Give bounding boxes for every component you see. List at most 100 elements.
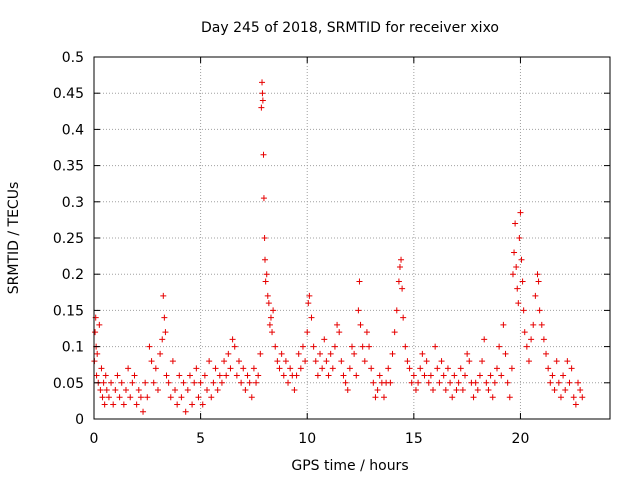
data-point <box>127 394 134 401</box>
data-point <box>349 343 355 350</box>
data-point <box>297 365 304 372</box>
data-point <box>404 358 411 365</box>
data-point <box>476 372 483 379</box>
data-point <box>540 336 547 343</box>
data-point <box>512 220 519 227</box>
data-point <box>453 387 460 394</box>
data-point <box>269 329 276 336</box>
data-point <box>513 263 520 270</box>
data-point <box>218 379 225 386</box>
data-point <box>103 387 110 394</box>
data-point <box>260 151 267 158</box>
data-point <box>120 401 127 408</box>
data-point <box>282 358 289 365</box>
data-point <box>97 387 104 394</box>
data-point <box>238 379 245 386</box>
data-point <box>356 278 363 285</box>
data-point <box>496 343 503 350</box>
data-point <box>197 379 204 386</box>
data-point <box>334 321 341 328</box>
data-point <box>325 372 332 379</box>
data-point <box>534 271 541 278</box>
data-point <box>199 401 206 408</box>
data-point <box>353 372 360 379</box>
data-point <box>154 387 161 394</box>
data-point <box>98 365 105 372</box>
data-point <box>519 278 526 285</box>
data-point <box>99 394 106 401</box>
data-point <box>481 336 488 343</box>
data-point <box>577 387 584 394</box>
data-point <box>351 350 358 357</box>
data-point <box>186 372 193 379</box>
data-point <box>389 350 396 357</box>
data-point <box>159 336 166 343</box>
data-point <box>263 271 270 278</box>
data-point <box>129 379 136 386</box>
data-point <box>261 235 268 241</box>
points-layer <box>91 79 586 415</box>
data-point <box>133 401 140 408</box>
data-point <box>518 256 525 263</box>
data-point <box>380 394 387 401</box>
data-point <box>532 292 539 299</box>
data-point <box>278 350 285 357</box>
data-point <box>489 394 496 401</box>
data-point <box>472 379 479 386</box>
data-point <box>374 387 381 394</box>
data-point <box>317 350 324 357</box>
y-tick-label: 0.5 <box>62 50 84 66</box>
data-point <box>500 321 507 328</box>
data-point <box>210 379 217 386</box>
data-point <box>436 379 443 386</box>
y-tick-label: 0.3 <box>62 195 84 211</box>
data-point <box>545 365 552 372</box>
data-point <box>206 358 213 365</box>
data-point <box>253 379 260 386</box>
data-point <box>491 379 498 386</box>
data-point <box>506 394 513 401</box>
data-point <box>212 365 219 372</box>
data-point <box>114 372 121 379</box>
data-point <box>161 314 168 321</box>
data-point <box>553 358 560 365</box>
data-point <box>327 350 334 357</box>
data-point <box>240 365 247 372</box>
data-point <box>421 372 428 379</box>
y-tick-label: 0.1 <box>62 340 84 356</box>
data-point <box>400 314 407 321</box>
data-point <box>274 358 281 365</box>
data-point <box>146 343 153 350</box>
data-point <box>293 372 300 379</box>
data-point <box>357 321 364 328</box>
data-point <box>523 343 530 350</box>
data-point <box>265 300 272 307</box>
data-point <box>535 278 542 285</box>
data-point <box>444 365 451 372</box>
data-point <box>204 387 211 394</box>
data-point <box>193 365 200 372</box>
data-point <box>447 379 454 386</box>
data-point <box>568 365 575 372</box>
data-point <box>223 372 230 379</box>
data-point <box>528 336 535 343</box>
data-point <box>387 379 394 386</box>
data-point <box>393 307 400 314</box>
data-point <box>509 271 516 278</box>
data-point <box>248 394 255 401</box>
data-point <box>150 379 157 386</box>
data-point <box>262 278 269 285</box>
data-point <box>560 372 567 379</box>
data-point <box>96 321 103 328</box>
data-point <box>266 321 273 328</box>
data-point <box>412 387 419 394</box>
data-point <box>464 350 471 357</box>
data-point <box>555 379 562 386</box>
data-point <box>180 379 187 386</box>
data-point <box>459 387 466 394</box>
y-tick-label: 0 <box>75 412 84 428</box>
data-point <box>162 329 169 336</box>
data-point <box>246 379 253 386</box>
